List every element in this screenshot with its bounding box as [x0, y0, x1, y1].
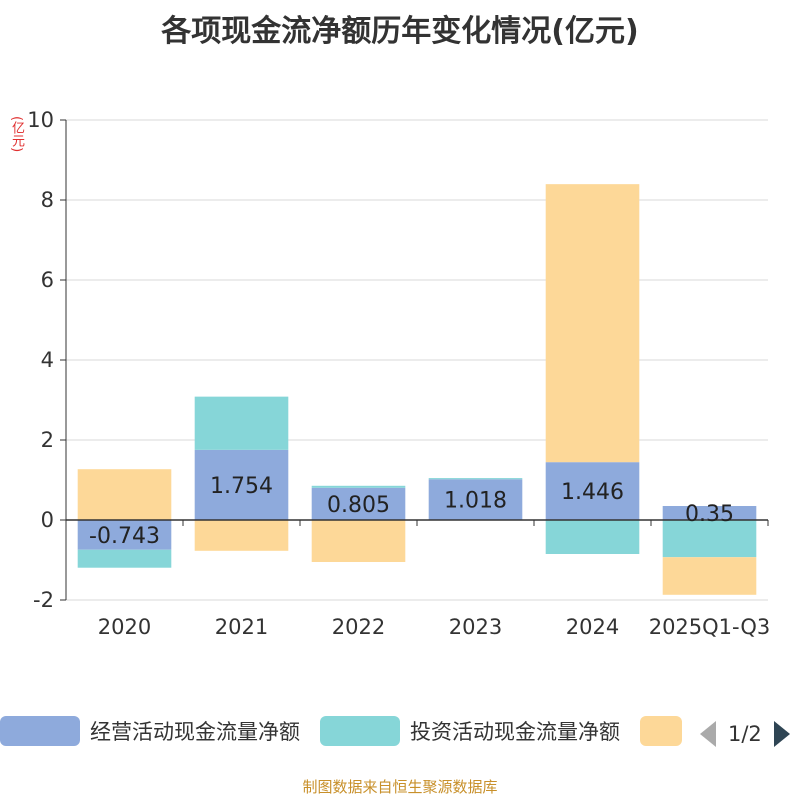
- bar-1-2024: [545, 462, 640, 520]
- bar-2-2021: [194, 396, 289, 450]
- x-tick-label: 2023: [449, 615, 502, 639]
- data-label: 1.754: [210, 474, 273, 499]
- bar-2-2024: [545, 520, 640, 554]
- data-source-note: 制图数据来自恒生聚源数据库: [302, 778, 498, 796]
- x-tick-label: 2022: [332, 615, 385, 639]
- legend-item-financing[interactable]: [640, 716, 682, 746]
- data-label: 0.805: [327, 493, 390, 518]
- bar-1-2020: [77, 520, 172, 550]
- bar-1-2022: [311, 487, 406, 520]
- data-label: -0.743: [89, 524, 160, 549]
- data-label: 1.446: [561, 480, 624, 505]
- legend-label-investing: 投资活动现金流量净额: [410, 720, 620, 744]
- bar-2-2023: [428, 478, 523, 480]
- data-label: 0.35: [685, 502, 734, 527]
- bar-3-2025Q1-Q3: [662, 557, 757, 595]
- y-axis-unit-label: (亿元): [9, 116, 24, 153]
- bar-1-2025Q1-Q3: [662, 506, 757, 520]
- data-label: 1.018: [444, 489, 507, 514]
- legend-prev-page-icon[interactable]: [700, 721, 716, 747]
- legend-next-page-icon[interactable]: [773, 721, 790, 747]
- y-tick-label: 0: [41, 508, 54, 532]
- legend-item-investing[interactable]: 投资活动现金流量净额: [320, 716, 620, 746]
- legend-swatch-investing: [320, 716, 400, 746]
- bar-1-2023: [428, 479, 523, 520]
- bar-2-2022: [311, 485, 406, 488]
- x-tick-label: 2020: [98, 615, 151, 639]
- x-tick-label: 2024: [566, 615, 619, 639]
- bar-3-2024: [545, 184, 640, 463]
- y-tick-label: 10: [27, 108, 54, 132]
- x-tick-label: 2025Q1-Q3: [649, 615, 771, 639]
- legend-pager: 1/2: [700, 716, 790, 752]
- bar-1-2021: [194, 449, 289, 520]
- bar-3-2022: [311, 520, 406, 562]
- legend: 经营活动现金流量净额 投资活动现金流量净额 1/2: [0, 716, 800, 756]
- bar-2-2025Q1-Q3: [662, 520, 757, 558]
- legend-page-indicator: 1/2: [728, 722, 762, 746]
- y-tick-label: 2: [41, 428, 54, 452]
- y-tick-label: 8: [41, 188, 54, 212]
- y-tick-label: -2: [33, 588, 54, 612]
- y-tick-label: 6: [41, 268, 54, 292]
- bar-3-2021: [194, 520, 289, 551]
- legend-item-operating[interactable]: 经营活动现金流量净额: [0, 716, 300, 746]
- legend-swatch-operating: [0, 716, 80, 746]
- legend-swatch-financing: [640, 716, 682, 746]
- chart-title: 各项现金流净额历年变化情况(亿元): [161, 14, 639, 49]
- bar-3-2020: [77, 469, 172, 520]
- x-tick-label: 2021: [215, 615, 268, 639]
- legend-label-operating: 经营活动现金流量净额: [90, 720, 300, 744]
- y-tick-label: 4: [41, 348, 54, 372]
- bar-2-2020: [77, 549, 172, 568]
